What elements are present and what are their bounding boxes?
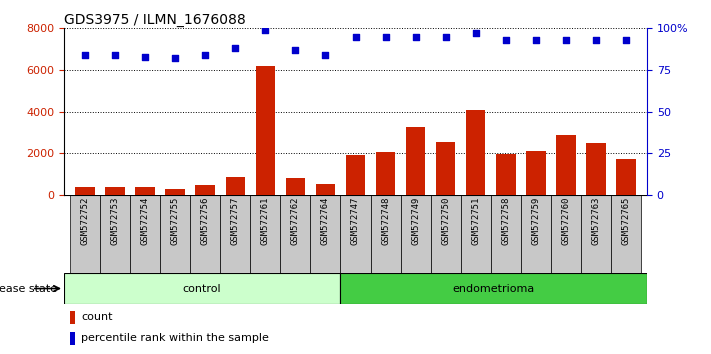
Point: [109, 52, 121, 58]
Text: GSM572764: GSM572764: [321, 197, 330, 245]
Bar: [70, 332, 75, 345]
Bar: [526, 151, 545, 195]
Point: [350, 34, 361, 40]
Bar: [316, 184, 335, 195]
Text: GSM572752: GSM572752: [80, 197, 90, 245]
Bar: [70, 195, 100, 273]
Bar: [280, 195, 311, 273]
Point: [380, 34, 391, 40]
Bar: [286, 178, 305, 195]
Text: GDS3975 / ILMN_1676088: GDS3975 / ILMN_1676088: [64, 13, 246, 27]
Bar: [341, 195, 370, 273]
Text: count: count: [81, 312, 112, 322]
Text: disease state: disease state: [0, 284, 57, 293]
Text: GSM572762: GSM572762: [291, 197, 300, 245]
Bar: [130, 195, 160, 273]
Point: [530, 37, 542, 43]
Text: GSM572760: GSM572760: [562, 197, 570, 245]
Bar: [225, 177, 245, 195]
Text: GSM572756: GSM572756: [201, 197, 210, 245]
Bar: [491, 195, 520, 273]
Bar: [496, 154, 515, 195]
Point: [200, 52, 211, 58]
Point: [440, 34, 451, 40]
Bar: [556, 136, 576, 195]
Bar: [551, 195, 581, 273]
Point: [230, 45, 241, 51]
Bar: [400, 195, 431, 273]
Bar: [370, 195, 400, 273]
Bar: [100, 195, 130, 273]
Bar: [346, 155, 365, 195]
Bar: [586, 143, 606, 195]
Point: [169, 56, 181, 61]
Bar: [616, 159, 636, 195]
Text: GSM572765: GSM572765: [621, 197, 631, 245]
Bar: [75, 187, 95, 195]
Bar: [105, 187, 125, 195]
Text: GSM572749: GSM572749: [411, 197, 420, 245]
Point: [470, 30, 481, 36]
Text: GSM572751: GSM572751: [471, 197, 480, 245]
Bar: [250, 195, 280, 273]
Point: [410, 34, 422, 40]
Bar: [436, 142, 456, 195]
Text: endometrioma: endometrioma: [452, 284, 535, 293]
Bar: [520, 195, 551, 273]
Text: GSM572755: GSM572755: [171, 197, 180, 245]
Bar: [466, 110, 486, 195]
Text: GSM572759: GSM572759: [531, 197, 540, 245]
Bar: [70, 311, 75, 324]
Bar: [461, 195, 491, 273]
Text: GSM572761: GSM572761: [261, 197, 270, 245]
Bar: [406, 127, 425, 195]
Bar: [196, 185, 215, 195]
Point: [139, 54, 151, 59]
Text: GSM572748: GSM572748: [381, 197, 390, 245]
Text: GSM572763: GSM572763: [592, 197, 600, 245]
Point: [320, 52, 331, 58]
Bar: [311, 195, 341, 273]
Text: GSM572754: GSM572754: [141, 197, 149, 245]
Bar: [135, 187, 155, 195]
Bar: [191, 195, 220, 273]
Bar: [166, 189, 185, 195]
Bar: [611, 195, 641, 273]
Text: GSM572747: GSM572747: [351, 197, 360, 245]
Point: [289, 47, 301, 53]
Point: [500, 37, 511, 43]
Point: [80, 52, 91, 58]
Bar: [581, 195, 611, 273]
Text: percentile rank within the sample: percentile rank within the sample: [81, 333, 269, 343]
Point: [260, 27, 271, 33]
Bar: [160, 195, 191, 273]
Text: GSM572757: GSM572757: [231, 197, 240, 245]
Text: GSM572753: GSM572753: [111, 197, 119, 245]
Bar: [255, 66, 275, 195]
Point: [620, 37, 631, 43]
Bar: [376, 152, 395, 195]
Bar: [220, 195, 250, 273]
Point: [560, 37, 572, 43]
Bar: [340, 273, 647, 304]
Text: control: control: [183, 284, 221, 293]
Text: GSM572758: GSM572758: [501, 197, 510, 245]
Text: GSM572750: GSM572750: [441, 197, 450, 245]
Bar: [64, 273, 340, 304]
Bar: [431, 195, 461, 273]
Point: [590, 37, 602, 43]
